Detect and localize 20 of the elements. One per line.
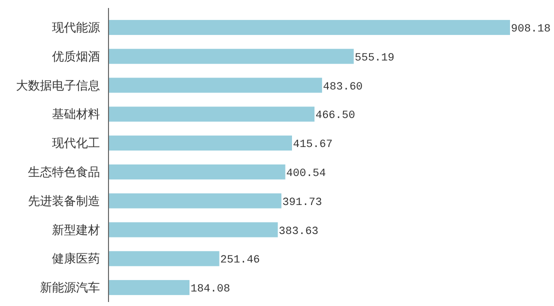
data-label: 383.63 — [278, 226, 318, 238]
data-label: 555.19 — [354, 52, 394, 64]
category-label: 新能源汽车 — [40, 280, 100, 295]
category-label: 现代化工 — [52, 136, 100, 150]
category-label: 现代能源 — [52, 20, 100, 34]
data-label: 400.54 — [286, 168, 326, 180]
category-label: 基础材料 — [52, 107, 100, 122]
category-label: 健康医药 — [52, 252, 100, 266]
data-label: 483.60 — [323, 81, 363, 94]
data-label: 908.18 — [511, 23, 551, 36]
category-label: 先进装备制造 — [28, 194, 100, 208]
data-label: 466.50 — [316, 110, 356, 122]
data-label: 391.73 — [282, 196, 322, 209]
category-label: 优质烟酒 — [52, 49, 100, 64]
data-label: 415.67 — [293, 139, 333, 152]
category-label: 生态特色食品 — [28, 164, 100, 179]
data-label: 251.46 — [220, 254, 260, 267]
category-label: 新型建材 — [52, 222, 100, 237]
data-label: 184.08 — [190, 284, 230, 296]
category-label: 大数据电子信息 — [16, 78, 100, 92]
